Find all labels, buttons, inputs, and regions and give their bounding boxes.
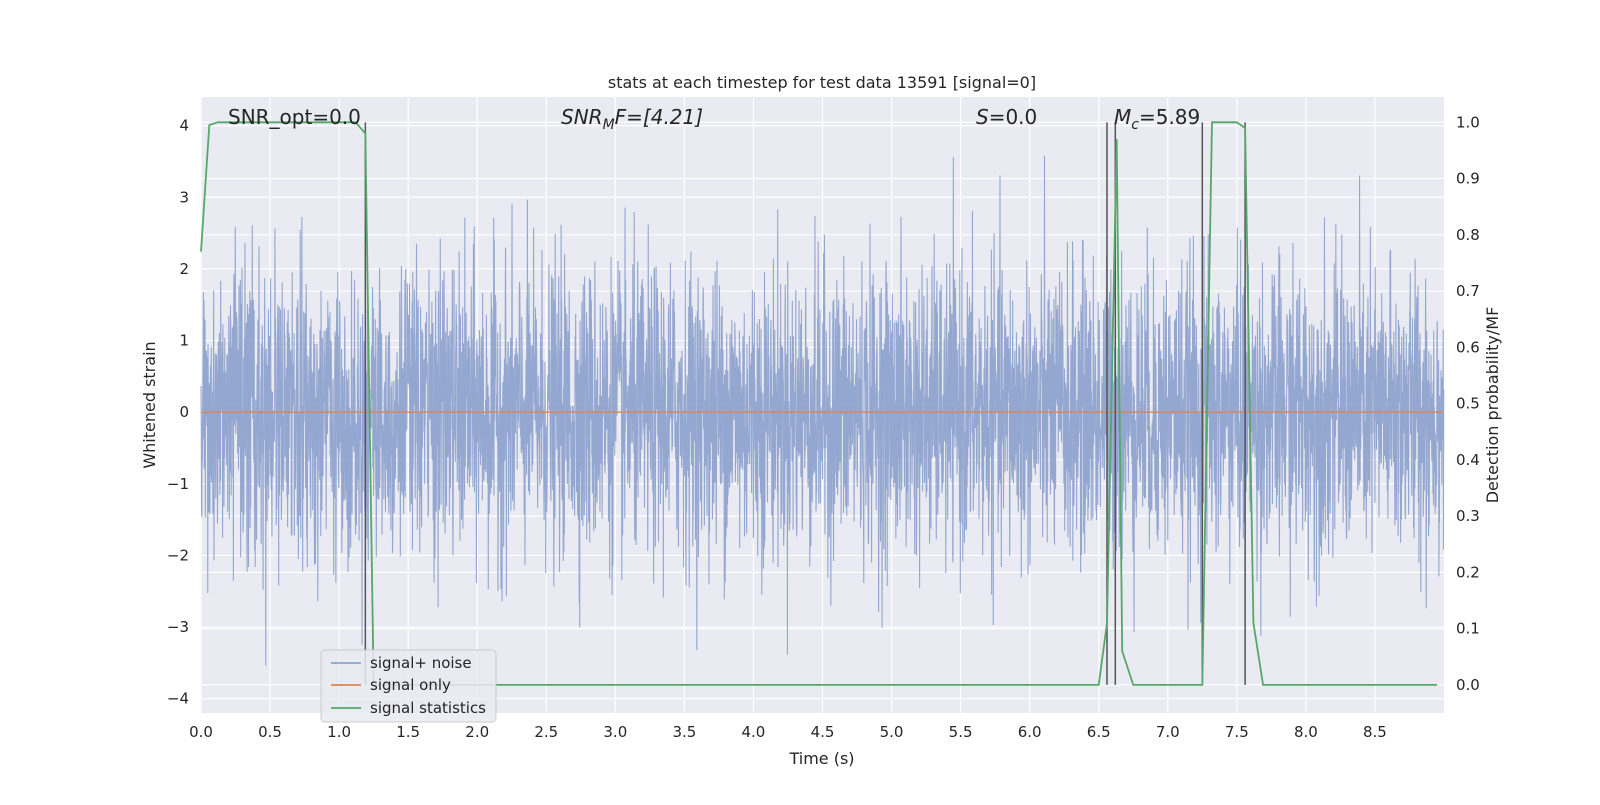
y-right-tick-label: 0.6 xyxy=(1456,338,1480,356)
x-axis-label: Time (s) xyxy=(788,749,854,768)
s-main: S xyxy=(976,105,989,129)
x-tick-label: 3.5 xyxy=(672,723,696,741)
x-tick-label: 3.0 xyxy=(603,723,627,741)
y-right-tick-label: 0.5 xyxy=(1456,395,1480,413)
x-tick-label: 1.0 xyxy=(327,723,351,741)
y-tick-label: −1 xyxy=(167,475,189,493)
x-tick-label: 4.0 xyxy=(742,723,766,741)
snr-opt-annotation: SNR_opt=0.0 xyxy=(228,105,361,129)
signal-statistics-line xyxy=(200,121,1438,686)
x-tick-labels: 0.0 0.5 1.0 1.5 2.0 2.5 3.0 3.5 4.0 4.5 5.0 5.5 6.0 6… xyxy=(189,723,1387,741)
chart-title: stats at each timestep for test data 135… xyxy=(608,73,1036,92)
s-rest: =0.0 xyxy=(989,105,1038,129)
legend: signal+ noise signal only signal statist… xyxy=(320,649,497,723)
y-tick-labels: 4 3 2 1 0 −1 −2 −3 −4 xyxy=(167,117,189,708)
x-tick-label: 0.5 xyxy=(258,723,282,741)
x-tick-label: 1.5 xyxy=(396,723,420,741)
mc-sub: c xyxy=(1131,117,1139,133)
legend-box xyxy=(320,649,497,723)
y-right-axis-label: Detection probability/MF xyxy=(1483,307,1502,504)
x-tick-label: 8.5 xyxy=(1363,723,1387,741)
y-right-tick-label: 0.2 xyxy=(1456,563,1480,581)
mc-rest: =5.89 xyxy=(1139,105,1200,129)
x-tick-label: 5.5 xyxy=(949,723,973,741)
y-tick-label: −4 xyxy=(167,690,189,708)
signal-noise-line xyxy=(200,155,1445,666)
y-right-tick-label: 0.0 xyxy=(1456,676,1480,694)
y-tick-label: 1 xyxy=(179,332,189,350)
y-tick-label: −3 xyxy=(167,618,189,636)
y-axis-label: Whitened strain xyxy=(140,341,159,468)
signal-noise-series xyxy=(200,155,1445,666)
y-right-tick-label: 0.7 xyxy=(1456,282,1480,300)
legend-label-signal-noise: signal+ noise xyxy=(370,654,472,672)
y-right-tick-label: 0.8 xyxy=(1456,226,1480,244)
x-tick-label: 7.5 xyxy=(1225,723,1249,741)
snr-mf-main: SNR xyxy=(561,105,603,129)
snr-mf-rest: F=[4.21] xyxy=(615,105,703,129)
y-right-tick-label: 0.3 xyxy=(1456,507,1480,525)
x-tick-label: 6.0 xyxy=(1018,723,1042,741)
y-right-tick-label: 0.4 xyxy=(1456,451,1480,469)
x-tick-label: 7.0 xyxy=(1156,723,1180,741)
mc-main: M xyxy=(1114,105,1131,129)
x-tick-label: 5.0 xyxy=(880,723,904,741)
mc-annotation: Mc=5.89 xyxy=(1114,105,1200,133)
x-tick-label: 8.0 xyxy=(1294,723,1318,741)
y-right-tick-label: 1.0 xyxy=(1456,113,1480,131)
y-tick-label: 2 xyxy=(179,260,189,278)
y-tick-label: 3 xyxy=(179,188,189,206)
y-tick-label: 4 xyxy=(179,117,189,135)
x-tick-label: 0.0 xyxy=(189,723,213,741)
legend-label-signal-statistics: signal statistics xyxy=(370,699,486,717)
signal-statistics-series xyxy=(200,121,1438,686)
snr-mf-annotation: SNRMF=[4.21] xyxy=(561,105,703,133)
s-annotation: S=0.0 xyxy=(976,105,1037,129)
legend-label-signal-only: signal only xyxy=(370,676,451,694)
y-right-tick-labels: 1.0 0.9 0.8 0.7 0.6 0.5 0.4 0.3 0.2 0.1 0.0 xyxy=(1456,113,1480,694)
y-tick-label: −2 xyxy=(167,546,189,564)
x-tick-label: 2.0 xyxy=(465,723,489,741)
x-tick-label: 6.5 xyxy=(1087,723,1111,741)
y-tick-label: 0 xyxy=(179,403,189,421)
y-right-tick-label: 0.1 xyxy=(1456,620,1480,638)
x-tick-label: 2.5 xyxy=(534,723,558,741)
x-tick-label: 4.5 xyxy=(811,723,835,741)
snr-mf-sub: M xyxy=(603,117,615,133)
y-right-tick-label: 0.9 xyxy=(1456,170,1480,188)
